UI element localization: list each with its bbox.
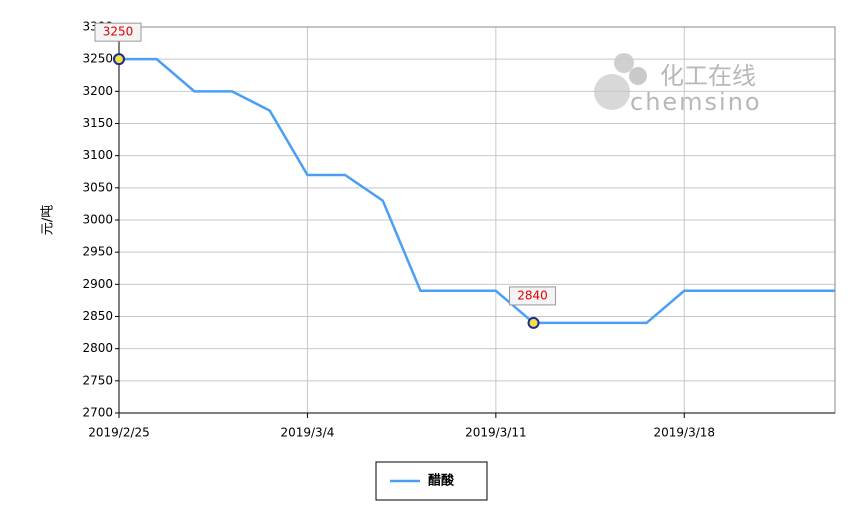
y-tick-label: 2750 <box>82 373 113 387</box>
y-tick-label: 3050 <box>82 180 113 194</box>
y-tick-label: 2700 <box>82 406 113 420</box>
data-label: 2840 <box>517 288 548 302</box>
y-tick-label: 3150 <box>82 116 113 130</box>
watermark-cn: 化工在线 <box>660 62 756 90</box>
watermark-logo <box>594 53 647 110</box>
y-tick-label: 2950 <box>82 245 113 259</box>
x-tick-label: 2019/3/11 <box>465 426 527 440</box>
y-tick-label: 2850 <box>82 309 113 323</box>
data-label: 3250 <box>103 25 134 39</box>
y-axis-label: 元/吨 <box>41 205 56 235</box>
watermark-en: chemsino <box>630 88 762 116</box>
series-line <box>119 57 835 325</box>
data-label-box <box>94 22 142 42</box>
y-tick-label: 3250 <box>82 52 113 66</box>
point-marker <box>527 316 540 329</box>
y-tick-label: 2900 <box>82 277 113 291</box>
x-tick-label: 2019/2/25 <box>88 426 150 440</box>
y-tick-label: 2800 <box>82 341 113 355</box>
legend-label: 醋酸 <box>428 473 455 489</box>
y-tick-label: 3200 <box>82 84 113 98</box>
point-marker <box>113 53 125 66</box>
y-tick-label: 3100 <box>82 148 113 162</box>
data-label-box <box>509 286 557 306</box>
y-tick-label: 3000 <box>82 213 113 227</box>
x-tick-label: 2019/3/18 <box>653 426 715 440</box>
x-tick-label: 2019/3/4 <box>280 426 334 440</box>
